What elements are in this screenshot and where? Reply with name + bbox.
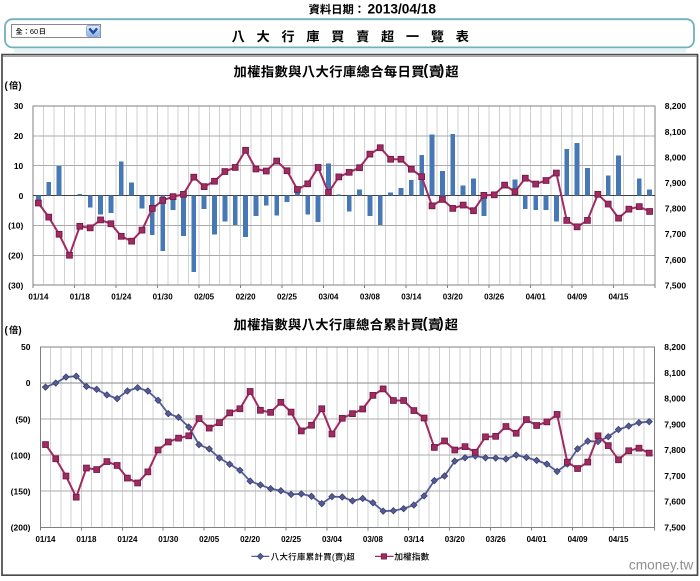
svg-text:01/24: 01/24 [117,535,138,544]
svg-text:): ) [18,325,21,336]
svg-text:7,500: 7,500 [665,280,687,290]
svg-text:(30): (30) [8,280,23,290]
svg-text:02/25: 02/25 [281,535,302,544]
svg-text:03/20: 03/20 [445,535,466,544]
svg-text:7,700: 7,700 [664,471,686,481]
svg-text:02/05: 02/05 [194,292,215,301]
svg-text:7,900: 7,900 [664,419,686,429]
svg-text:7,600: 7,600 [665,255,687,265]
svg-text:03/08: 03/08 [363,535,384,544]
svg-text:(: ( [5,81,9,92]
svg-text:): ) [439,63,444,79]
svg-text:10: 10 [14,161,24,171]
svg-text:03/04: 03/04 [318,292,339,301]
svg-text:02/20: 02/20 [236,292,257,301]
svg-text:04/15: 04/15 [608,292,629,301]
svg-text:cmoney.tw: cmoney.tw [629,558,694,573]
svg-text:(: ( [423,316,428,332]
svg-text:03/20: 03/20 [443,292,464,301]
svg-text:02/25: 02/25 [277,292,298,301]
svg-text:03/26: 03/26 [486,535,507,544]
svg-text:0: 0 [26,378,31,388]
svg-text:8,200: 8,200 [665,101,687,111]
svg-text:01/30: 01/30 [158,535,179,544]
svg-text:(100): (100) [11,450,31,460]
svg-text:01/18: 01/18 [76,535,97,544]
svg-text:03/08: 03/08 [360,292,381,301]
svg-text:2013/04/18: 2013/04/18 [368,1,437,16]
svg-text:01/18: 01/18 [70,292,91,301]
svg-text:30: 30 [14,101,24,111]
svg-text:(20): (20) [8,251,23,261]
svg-text:8,100: 8,100 [665,127,687,137]
svg-text:03/26: 03/26 [484,292,505,301]
svg-text:): ) [18,81,21,92]
svg-text:03/14: 03/14 [404,535,425,544]
svg-text:7,800: 7,800 [665,204,687,214]
svg-text:04/09: 04/09 [568,535,589,544]
svg-text:8,100: 8,100 [664,368,686,378]
svg-text:7,600: 7,600 [664,497,686,507]
svg-text:01/14: 01/14 [35,535,56,544]
svg-text:8,000: 8,000 [665,152,687,162]
svg-text:20: 20 [14,131,24,141]
svg-text:01/14: 01/14 [28,292,49,301]
svg-text:01/30: 01/30 [153,292,174,301]
svg-text:(: ( [332,552,335,562]
svg-text:03/14: 03/14 [401,292,422,301]
svg-text:7,700: 7,700 [665,229,687,239]
svg-text:8,000: 8,000 [664,394,686,404]
svg-text:04/01: 04/01 [527,535,548,544]
svg-text:03/04: 03/04 [322,535,343,544]
svg-text:): ) [343,552,346,562]
svg-text:01/24: 01/24 [111,292,132,301]
svg-text:50: 50 [21,342,31,352]
svg-text:7,500: 7,500 [664,523,686,533]
svg-text:7,800: 7,800 [664,445,686,455]
svg-text:04/15: 04/15 [608,535,629,544]
svg-text:02/05: 02/05 [199,535,220,544]
svg-text:0: 0 [19,191,24,201]
svg-text:04/09: 04/09 [567,292,588,301]
svg-text:(10): (10) [8,221,23,231]
svg-text:(150): (150) [11,486,31,496]
svg-text:8,200: 8,200 [664,342,686,352]
svg-text:): ) [439,316,444,332]
svg-text:(: ( [5,325,9,336]
svg-text:04/01: 04/01 [526,292,547,301]
svg-text:(200): (200) [11,523,31,533]
svg-text:60: 60 [30,27,38,36]
svg-text:7,900: 7,900 [665,178,687,188]
svg-text:(50): (50) [15,414,30,424]
svg-text:(: ( [423,63,428,79]
svg-text:02/20: 02/20 [240,535,261,544]
